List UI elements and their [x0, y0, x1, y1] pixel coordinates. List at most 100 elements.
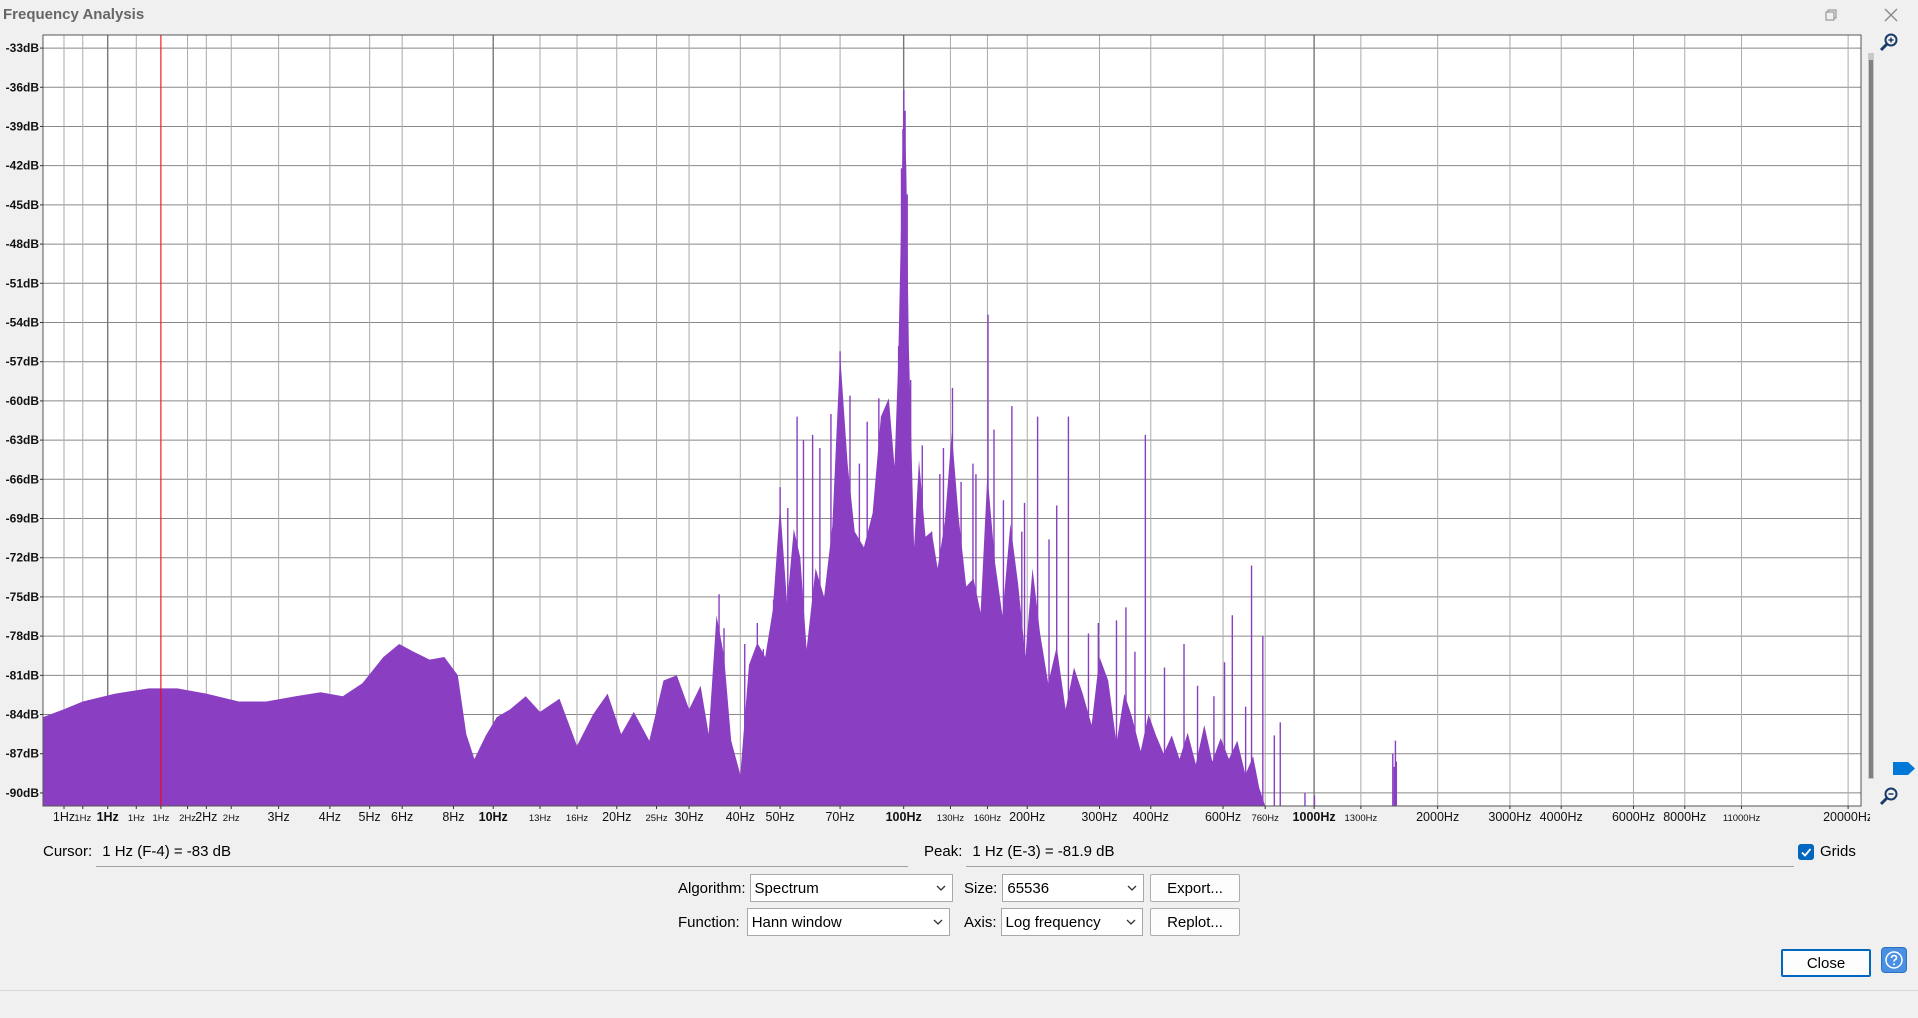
- export-button[interactable]: Export...: [1150, 874, 1240, 902]
- size-select[interactable]: 65536: [1002, 874, 1145, 902]
- check-icon: [1801, 847, 1812, 857]
- y-tick-label: -48dB: [6, 237, 40, 251]
- y-axis-ticks: -33dB -36dB -39dB -42dB -45dB -48dB -51dB -54dB…: [6, 41, 43, 800]
- algorithm-label: Algorithm:: [678, 879, 746, 897]
- chevron-down-icon: [933, 919, 943, 925]
- plot-frame: [42, 34, 1862, 807]
- peak-value: 1 Hz (E-3) = -81.9 dB: [966, 836, 1795, 867]
- chevron-down-icon: [1126, 919, 1135, 925]
- x-tick-label: 13Hz: [529, 813, 551, 824]
- x-tick-label: 20000Hz: [1823, 810, 1870, 824]
- grids-checkbox[interactable]: [1798, 843, 1814, 860]
- x-tick-label: 3Hz: [267, 810, 289, 824]
- peak-label: Peak:: [924, 843, 963, 860]
- x-tick-label: 1Hz: [152, 813, 169, 824]
- x-tick-label: 130Hz: [937, 813, 965, 824]
- help-button[interactable]: [1881, 947, 1907, 973]
- x-tick-label: 2Hz: [179, 813, 196, 824]
- x-tick-label: 1000Hz: [1293, 810, 1336, 824]
- spectrum-chart[interactable]: -33dB -36dB -39dB -42dB -45dB -48dB -51dB -54dB…: [0, 30, 1870, 845]
- chevron-down-icon: [936, 885, 945, 891]
- cursor-label: Cursor:: [43, 843, 93, 860]
- size-label: Size:: [964, 879, 998, 897]
- function-row: Function: Hann window: [678, 908, 950, 936]
- x-tick-label: 70Hz: [825, 810, 854, 824]
- x-tick-label: 1Hz: [74, 813, 91, 824]
- x-tick-label: 11000Hz: [1723, 813, 1761, 824]
- y-tick-label: -57dB: [6, 355, 40, 369]
- y-tick-label: -81dB: [6, 668, 40, 682]
- y-tick-label: -63dB: [6, 433, 40, 447]
- x-tick-label: 2Hz: [223, 813, 240, 824]
- y-tick-label: -72dB: [6, 551, 40, 565]
- algorithm-select[interactable]: Spectrum: [749, 874, 953, 902]
- x-tick-label: 2000Hz: [1416, 810, 1459, 824]
- x-tick-label: 3000Hz: [1488, 810, 1531, 824]
- y-tick-label: -84dB: [6, 708, 40, 722]
- x-tick-label: 160Hz: [974, 813, 1002, 824]
- y-tick-label: -90dB: [6, 786, 40, 800]
- x-tick-label: 16Hz: [566, 813, 588, 824]
- y-tick-label: -36dB: [6, 80, 40, 94]
- function-select[interactable]: Hann window: [746, 908, 950, 936]
- axis-select[interactable]: Log frequency: [1000, 908, 1143, 936]
- x-tick-label: 2Hz: [195, 810, 217, 824]
- grids-checkbox-row[interactable]: Grids: [1798, 843, 1856, 860]
- y-tick-label: -75dB: [6, 590, 40, 604]
- y-tick-label: -33dB: [6, 41, 40, 55]
- cursor-value: 1 Hz (F-4) = -83 dB: [96, 836, 909, 867]
- x-tick-label: 200Hz: [1009, 810, 1045, 824]
- peak-readout-row: Peak: 1 Hz (E-3) = -81.9 dB: [924, 836, 1795, 867]
- x-tick-label: 4000Hz: [1540, 810, 1583, 824]
- x-tick-label: 1Hz: [97, 810, 119, 824]
- spectrum-envelope: [43, 92, 1266, 806]
- y-tick-label: -66dB: [6, 472, 40, 486]
- title-bar: Frequency Analysis: [0, 0, 1918, 30]
- x-tick-label: 6000Hz: [1612, 810, 1655, 824]
- zoom-out-icon[interactable]: [1878, 786, 1900, 808]
- close-icon: [1884, 8, 1898, 22]
- grids-label: Grids: [1820, 843, 1856, 860]
- y-tick-label: -42dB: [6, 159, 40, 173]
- y-tick-label: -78dB: [6, 629, 40, 643]
- y-tick-label: -39dB: [6, 119, 40, 133]
- x-tick-label: 300Hz: [1081, 810, 1117, 824]
- window-title: Frequency Analysis: [3, 6, 145, 23]
- x-tick-label: 4Hz: [319, 810, 341, 824]
- spectrum-plot-area[interactable]: -33dB -36dB -39dB -42dB -45dB -48dB -51dB -54dB…: [0, 30, 1870, 845]
- algorithm-row: Algorithm: Spectrum: [678, 874, 953, 902]
- spectrum-data: [43, 89, 1398, 806]
- zoom-slider-handle[interactable]: [1892, 761, 1916, 776]
- size-value: 65536: [1007, 879, 1050, 897]
- y-tick-label: -51dB: [6, 276, 40, 290]
- x-tick-label: 40Hz: [726, 810, 755, 824]
- close-button[interactable]: Close: [1781, 949, 1871, 977]
- x-tick-label: 10Hz: [479, 810, 508, 824]
- y-tick-label: -45dB: [6, 198, 40, 212]
- x-tick-label: 100Hz: [886, 810, 922, 824]
- x-tick-label: 1300Hz: [1345, 813, 1378, 824]
- x-tick-label: 25Hz: [645, 813, 667, 824]
- zoom-slider-thumb[interactable]: [1869, 60, 1873, 778]
- function-value: Hann window: [751, 913, 842, 931]
- algorithm-value: Spectrum: [754, 879, 819, 897]
- replot-button[interactable]: Replot...: [1150, 908, 1240, 936]
- x-tick-label: 5Hz: [359, 810, 381, 824]
- help-icon: [1885, 951, 1903, 969]
- axis-value: Log frequency: [1005, 913, 1101, 931]
- x-tick-label: 50Hz: [766, 810, 795, 824]
- x-tick-label: 8Hz: [442, 810, 464, 824]
- window-close-button[interactable]: [1868, 2, 1914, 28]
- x-tick-label: 20Hz: [602, 810, 631, 824]
- restore-button[interactable]: [1808, 2, 1854, 28]
- y-tick-label: -87dB: [6, 747, 40, 761]
- status-bar: [0, 990, 1918, 1018]
- zoom-in-icon[interactable]: [1878, 32, 1900, 54]
- axis-row: Axis: Log frequency: [964, 908, 1143, 936]
- x-tick-label: 400Hz: [1133, 810, 1169, 824]
- y-tick-label: -54dB: [6, 315, 40, 329]
- x-tick-label: 1Hz: [53, 810, 75, 824]
- axis-label: Axis:: [964, 913, 997, 931]
- cursor-readout-row: Cursor: 1 Hz (F-4) = -83 dB: [43, 836, 909, 867]
- vertical-zoom-panel: [1862, 30, 1918, 815]
